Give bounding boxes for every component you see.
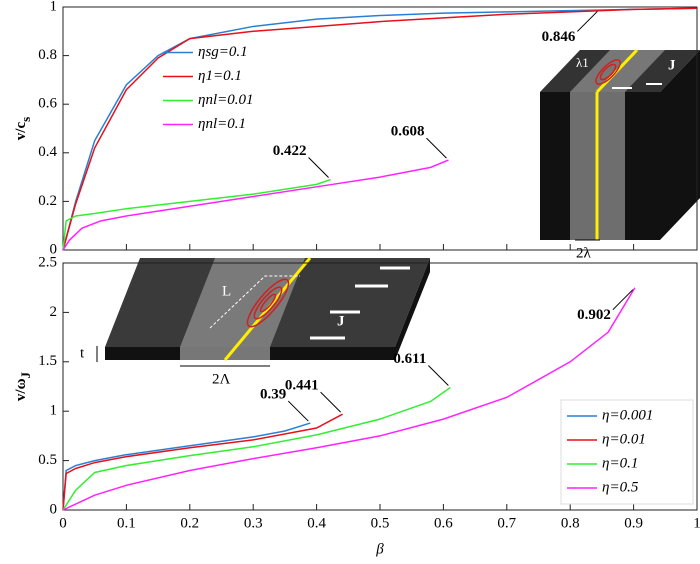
inset-top: λ1 J 2λ xyxy=(540,48,700,261)
y-tick-label: 1 xyxy=(50,0,58,14)
annotation: 0.611 xyxy=(393,351,426,367)
inset-label: J xyxy=(337,313,345,329)
legend-label: η=0.001 xyxy=(602,407,653,423)
legend-label: η=0.01 xyxy=(602,431,646,447)
y-axis-label-sub: s xyxy=(18,117,33,122)
legend-label: ηsg=0.1 xyxy=(198,44,248,60)
y-tick-label: 2 xyxy=(50,304,58,320)
legend-label: η=0.5 xyxy=(602,479,639,495)
x-tick-label: 1 xyxy=(693,515,700,531)
annotation-arrow xyxy=(426,137,447,159)
x-tick-label: 0.9 xyxy=(624,515,643,531)
annotation-arrow xyxy=(287,400,309,422)
y-tick-label: 0.8 xyxy=(38,47,57,63)
annotation-arrow xyxy=(308,157,329,178)
y-axis-label-main: v/ω xyxy=(13,378,29,401)
inset-label: J xyxy=(668,57,676,73)
annotation-arrow xyxy=(320,391,341,413)
y-axis-label-main: v/c xyxy=(13,122,29,141)
legend-label: η=0.1 xyxy=(602,455,638,471)
y-axis-label: v/cs xyxy=(13,117,33,140)
series-line xyxy=(62,159,449,251)
x-tick-label: 0.5 xyxy=(371,515,390,531)
annotation: 0.902 xyxy=(577,307,611,323)
inset-label: 2Λ xyxy=(212,371,231,387)
series-line xyxy=(62,7,698,251)
y-tick-label: 0 xyxy=(50,241,58,257)
y-axis-label: v/ωJ xyxy=(13,371,33,401)
series-line xyxy=(62,413,343,511)
legend-label: η1=0.1 xyxy=(198,68,242,84)
y-tick-label: 2.5 xyxy=(38,254,57,270)
y-tick-label: 1 xyxy=(50,403,58,419)
legend-box xyxy=(560,399,694,505)
inset-label: t xyxy=(80,345,85,361)
y-tick-label: 0.5 xyxy=(38,452,57,468)
y-tick-label: 0.4 xyxy=(38,144,57,160)
inset-label: λ1 xyxy=(576,55,589,70)
series-line xyxy=(62,386,451,511)
annotation: 0.422 xyxy=(273,143,307,159)
x-axis-label: β xyxy=(375,541,384,557)
legend-label: ηnl=0.1 xyxy=(198,116,246,132)
annotation: 0.608 xyxy=(391,124,425,140)
series-line xyxy=(62,178,331,251)
y-tick-label: 0.2 xyxy=(38,193,57,209)
annotation: 0.846 xyxy=(542,29,576,45)
x-tick-label: 0.7 xyxy=(497,515,516,531)
annotation-arrow xyxy=(577,11,598,32)
x-tick-label: 0 xyxy=(59,515,67,531)
x-tick-label: 0.2 xyxy=(180,515,199,531)
legend-label: ηnl=0.01 xyxy=(198,92,253,108)
series-line xyxy=(62,422,311,511)
x-tick-label: 0.4 xyxy=(307,515,326,531)
inset-bottom: L J t 2Λ xyxy=(80,257,430,387)
inset-label: L xyxy=(222,283,231,299)
annotation-arrow xyxy=(428,365,449,386)
x-tick-label: 0.8 xyxy=(561,515,580,531)
y-tick-label: 1.5 xyxy=(38,353,57,369)
series-line xyxy=(62,287,636,511)
y-tick-label: 0.6 xyxy=(38,96,57,112)
y-tick-label: 0 xyxy=(50,501,58,517)
y-axis-label-sub: J xyxy=(18,371,33,378)
annotation: 0.39 xyxy=(260,386,286,402)
x-tick-label: 0.1 xyxy=(117,515,136,531)
series-line xyxy=(62,7,698,251)
annotation: 0.441 xyxy=(285,378,319,394)
axes-box xyxy=(62,262,698,511)
inset-label: 2λ xyxy=(576,245,592,261)
x-tick-label: 0.3 xyxy=(244,515,263,531)
x-tick-label: 0.6 xyxy=(434,515,453,531)
axes-box xyxy=(62,6,698,251)
annotation-arrow xyxy=(612,289,634,311)
